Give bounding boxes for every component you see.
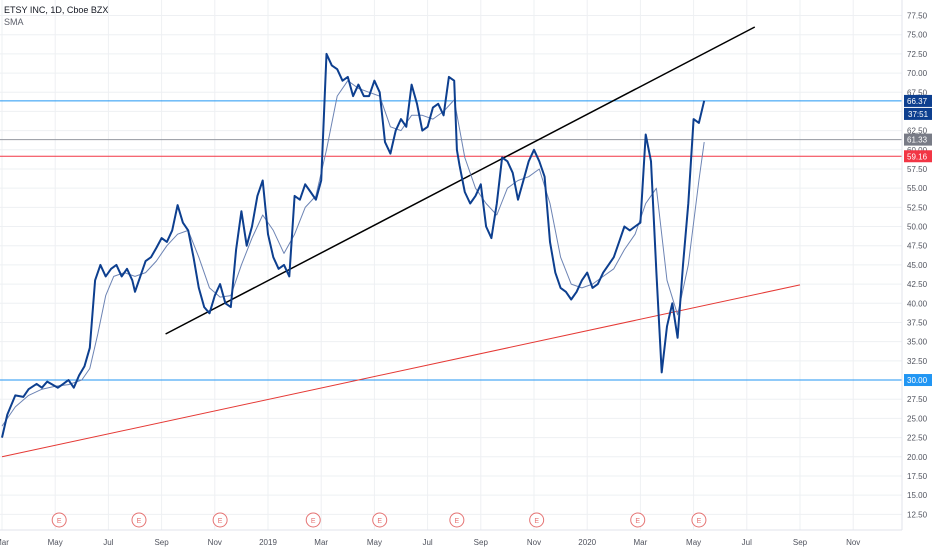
x-tick-label: Nov (208, 538, 222, 547)
indicator-label: SMA (4, 17, 24, 27)
y-tick-label: 70.00 (907, 69, 928, 78)
earnings-marker[interactable]: E (691, 512, 707, 528)
badge-layer: 66.37 61.33 59.16 30.00 37:51 (904, 94, 932, 387)
earnings-marker-label: E (455, 518, 460, 525)
x-tick-label: May (686, 538, 701, 547)
countdown-badge (904, 107, 932, 120)
earnings-marker-circle (51, 512, 67, 528)
level-61-33-badge (904, 133, 932, 146)
grid-layer (0, 0, 902, 530)
earnings-marker[interactable]: E (131, 512, 147, 528)
earnings-marker-label: E (534, 518, 539, 525)
level-66-37-badge-label: 66.37 (907, 97, 928, 106)
x-tick-label: Mar (0, 538, 9, 547)
earnings-marker[interactable]: E (212, 512, 228, 528)
level-59-16-badge-label: 59.16 (907, 152, 928, 161)
y-tick-label: 62.50 (907, 127, 928, 136)
y-tick-label: 50.00 (907, 223, 928, 232)
level-layer (0, 100, 902, 381)
earnings-marker-label: E (697, 518, 702, 525)
y-tick-label: 12.50 (907, 510, 928, 519)
earnings-marker-label: E (218, 518, 223, 525)
chart-legend: ETSY INC, 1D, Cboe BZX SMA (4, 4, 108, 28)
level-59-16-badge (904, 150, 932, 163)
x-tick-label: 2020 (578, 538, 596, 547)
y-tick-label: 57.50 (907, 165, 928, 174)
y-tick-label: 22.50 (907, 434, 928, 443)
y-tick-label: 35.00 (907, 338, 928, 347)
y-tick-label: 77.50 (907, 12, 928, 21)
level-30-00-badge-label: 30.00 (907, 376, 928, 385)
y-tick-label: 55.00 (907, 184, 928, 193)
y-tick-label: 40.00 (907, 299, 928, 308)
y-tick-label: 32.50 (907, 357, 928, 366)
earnings-marker[interactable]: E (51, 512, 67, 528)
earnings-marker-circle (630, 512, 646, 528)
earnings-marker-circle (449, 512, 465, 528)
earnings-marker-circle (691, 512, 707, 528)
y-tick-label: 45.00 (907, 261, 928, 270)
earnings-marker-label: E (377, 518, 382, 525)
y-tick-label: 17.50 (907, 472, 928, 481)
x-tick-label: Nov (846, 538, 860, 547)
price-line (1, 52, 706, 438)
series-layer (1, 52, 706, 438)
y-tick-label: 47.50 (907, 242, 928, 251)
earnings-marker-circle (372, 512, 388, 528)
earnings-marker[interactable]: E (305, 512, 321, 528)
x-tick-label: Sep (793, 538, 808, 547)
earnings-marker-circle (305, 512, 321, 528)
y-tick-label: 37.50 (907, 318, 928, 327)
y-tick-label: 75.00 (907, 31, 928, 40)
level-30-00-badge (904, 374, 932, 387)
y-tick-label: 67.50 (907, 88, 928, 97)
x-tick-label: Jul (422, 538, 432, 547)
earnings-marker-label: E (137, 518, 142, 525)
level-61-33-badge-label: 61.33 (907, 136, 928, 145)
earnings-marker-circle (212, 512, 228, 528)
trend-layer[interactable] (1, 26, 801, 458)
x-tick-label: 2019 (259, 538, 277, 547)
y-tick-label: 52.50 (907, 203, 928, 212)
y-tick-label: 25.00 (907, 414, 928, 423)
earnings-marker-label: E (635, 518, 640, 525)
earnings-marker-label: E (57, 518, 62, 525)
earnings-marker[interactable]: E (630, 512, 646, 528)
y-tick-label: 27.50 (907, 395, 928, 404)
x-tick-label: May (367, 538, 382, 547)
earnings-marker-label: E (311, 518, 316, 525)
earnings-marker[interactable]: E (449, 512, 465, 528)
y-tick-label: 15.00 (907, 491, 928, 500)
x-tick-label: Sep (474, 538, 489, 547)
x-tick-label: Mar (634, 538, 648, 547)
earnings-marker-circle (529, 512, 545, 528)
trend-red-line[interactable] (1, 284, 801, 458)
y-tick-label: 42.50 (907, 280, 928, 289)
y-tick-label: 20.00 (907, 453, 928, 462)
x-tick-label: Sep (154, 538, 169, 547)
earnings-marker[interactable]: E (372, 512, 388, 528)
y-tick-label: 72.50 (907, 50, 928, 59)
earnings-marker-circle (131, 512, 147, 528)
x-tick-label: Jul (103, 538, 113, 547)
x-tick-label: Mar (314, 538, 328, 547)
earnings-marker[interactable]: E (529, 512, 545, 528)
x-tick-label: May (48, 538, 63, 547)
level-66-37-badge (904, 94, 932, 107)
x-tick-label: Jul (742, 538, 752, 547)
countdown-badge-label: 37:51 (908, 110, 929, 119)
x-tick-label: Nov (527, 538, 541, 547)
symbol-title: ETSY INC, 1D, Cboe BZX (4, 5, 109, 15)
sma-line (1, 80, 705, 427)
trend-black-line[interactable] (165, 26, 756, 335)
